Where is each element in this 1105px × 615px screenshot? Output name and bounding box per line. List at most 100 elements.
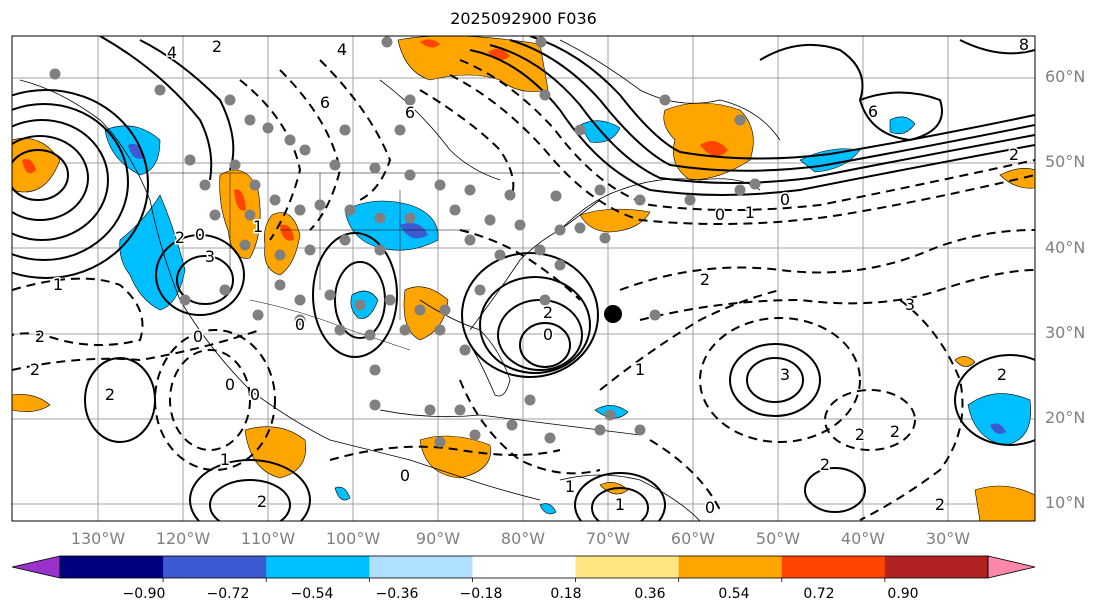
contour-label: 2 [890, 422, 900, 441]
contour-solid [312, 232, 398, 358]
anomaly-negative [334, 486, 351, 501]
colorbar-extend-low [11, 555, 61, 579]
anomaly-negative [990, 423, 1006, 434]
station-dot [474, 284, 486, 296]
station-dot [369, 162, 381, 174]
anomaly-positive [420, 39, 440, 48]
lat-label-30n: 30°N [1045, 323, 1086, 342]
station-dot [249, 179, 261, 191]
station-dot [404, 94, 416, 106]
station-dot [354, 299, 366, 311]
anomaly-positive [280, 224, 294, 241]
contour-label: 3 [205, 247, 215, 266]
station-dot [469, 429, 481, 441]
observation-stations [49, 36, 761, 448]
station-dot [634, 194, 646, 206]
station-dot [424, 404, 436, 416]
colorbar-tick: −0.54 [290, 586, 334, 602]
station-dot [229, 159, 241, 171]
lon-label-40w: 40°W [840, 529, 886, 548]
station-dot [199, 179, 211, 191]
contour-label: 4 [337, 40, 347, 59]
contour-dashed [824, 389, 916, 451]
contour-label: 2 [30, 360, 40, 379]
coastline [469, 199, 601, 331]
station-dot [314, 199, 326, 211]
contour-label: 2 [257, 492, 267, 511]
station-dot [599, 232, 611, 244]
station-dot [324, 289, 336, 301]
anomaly-positive [264, 212, 301, 276]
station-dot [374, 212, 386, 224]
contour-solid [155, 234, 245, 316]
station-dot [459, 344, 471, 356]
contour-label: 3 [780, 365, 790, 384]
station-dot [734, 114, 746, 126]
contour-dashed [279, 69, 342, 231]
coastline [379, 79, 501, 181]
coastline [559, 178, 761, 231]
station-dot [369, 364, 381, 376]
colorbar [11, 555, 1036, 582]
contour-solid [591, 487, 649, 521]
contour-solid [12, 119, 109, 241]
colorbar-tick: −0.36 [375, 586, 419, 602]
contour-label: 3 [905, 295, 915, 314]
station-dot [381, 36, 393, 48]
contour-label: 1 [565, 477, 575, 496]
colorbar-tick: 0.18 [550, 586, 582, 602]
contour-solid [759, 43, 864, 101]
contour-label: 0 [715, 205, 725, 224]
contour-solid [479, 276, 591, 374]
anomaly-positive [700, 141, 728, 157]
lon-label-130w: 130°W [70, 529, 126, 548]
contour-label: 1 [53, 275, 63, 294]
station-dot [504, 189, 516, 201]
contour-solid [12, 89, 149, 279]
lon-label-50w: 50°W [755, 529, 801, 548]
station-dot [329, 159, 341, 171]
contour-dashed [12, 329, 261, 371]
colorbar-extend-high [987, 555, 1036, 579]
colorbar-tick: 0.54 [718, 586, 750, 602]
anomaly-negative [119, 194, 186, 311]
coastline [559, 39, 781, 141]
station-dot [524, 394, 536, 406]
coastline [559, 474, 701, 521]
station-dot [506, 419, 518, 431]
contour-label: 1 [635, 360, 645, 379]
station-dot [464, 184, 476, 196]
anomaly-positive [579, 208, 651, 233]
station-dot [334, 324, 346, 336]
anomaly-positive [22, 159, 36, 174]
colorbar-bin [884, 556, 989, 578]
station-dot [154, 84, 166, 96]
anomaly-positive [12, 394, 51, 412]
station-dot [184, 154, 196, 166]
station-dot [244, 209, 256, 221]
station-dot [574, 222, 586, 234]
contour-label: 1 [615, 495, 625, 514]
station-dot [294, 314, 306, 326]
colorbar-tick: −0.72 [206, 586, 250, 602]
contour-solid [209, 479, 291, 521]
contour-label: 2 [543, 303, 553, 322]
station-dot [262, 122, 274, 134]
contour-solid [954, 354, 1035, 446]
contour-dashed [419, 89, 515, 201]
lon-label-100w: 100°W [325, 529, 381, 548]
station-dot [414, 304, 426, 316]
political-borders [150, 172, 560, 351]
contour-solid [461, 252, 599, 378]
station-dot [434, 179, 446, 191]
station-dot [604, 409, 616, 421]
station-dot [339, 234, 351, 246]
anomaly-negative [539, 503, 557, 515]
station-dot [539, 89, 551, 101]
colorbar-bin [369, 556, 473, 578]
contour-dashed [459, 379, 601, 475]
station-dot [554, 259, 566, 271]
contour-label: 0 [543, 325, 553, 344]
coastline [19, 79, 541, 501]
lon-label-110w: 110°W [240, 529, 296, 548]
